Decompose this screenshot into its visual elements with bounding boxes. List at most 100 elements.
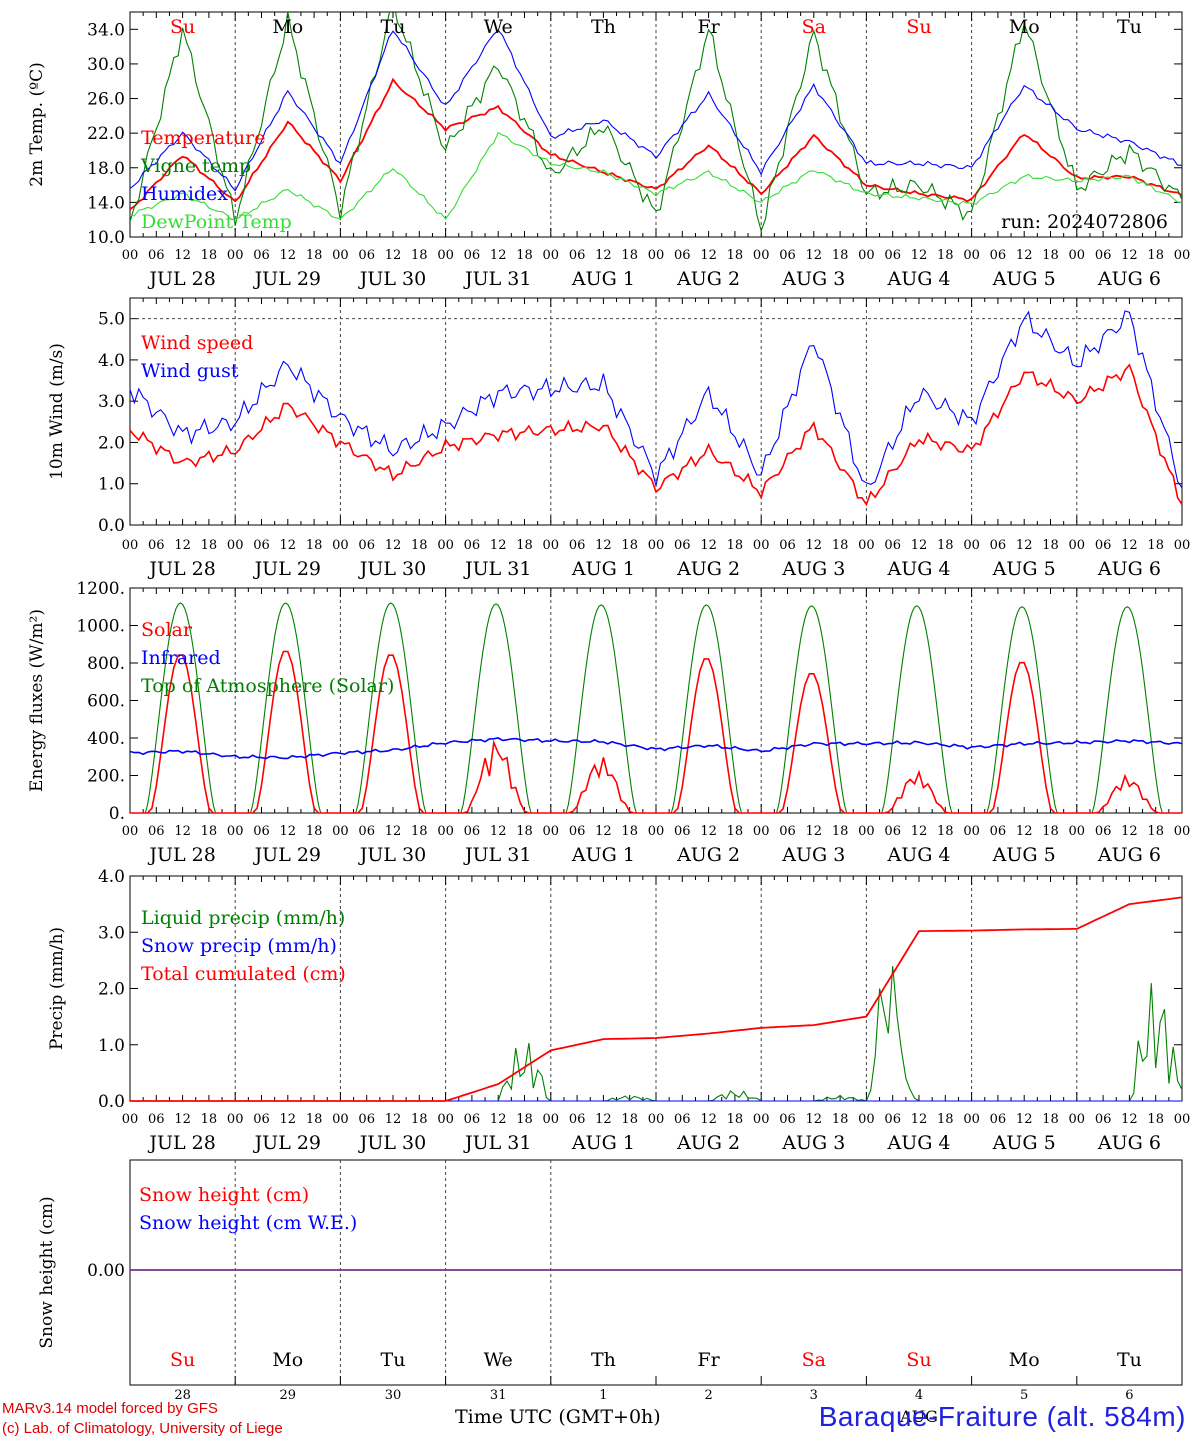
hour-tick-label: 12 xyxy=(700,1112,717,1127)
hour-tick-label: 12 xyxy=(595,248,612,263)
date-label: JUL 31 xyxy=(463,558,531,580)
date-label: AUG 5 xyxy=(992,844,1056,866)
legend-entry: Vigne temp xyxy=(140,155,251,177)
y-tick-label: 0.00 xyxy=(87,1261,125,1281)
hour-tick-label: 12 xyxy=(806,824,823,839)
hour-tick-label: 18 xyxy=(1147,1112,1164,1127)
hour-tick-label: 00 xyxy=(437,824,454,839)
date-label: AUG 1 xyxy=(571,1132,635,1154)
hour-tick-label: 00 xyxy=(963,824,980,839)
hour-tick-label: 00 xyxy=(332,824,349,839)
hour-tick-label: 00 xyxy=(753,824,770,839)
day-name: Th xyxy=(591,16,616,38)
y-tick-label: 3.0 xyxy=(98,923,125,943)
legend-entry: Snow height (cm) xyxy=(139,1184,309,1206)
hour-tick-label: 00 xyxy=(858,824,875,839)
hour-tick-label: 18 xyxy=(727,1112,744,1127)
hour-tick-label: 00 xyxy=(543,1112,560,1127)
date-label: JUL 31 xyxy=(463,1132,531,1154)
y-tick-label: 0.0 xyxy=(98,1092,125,1112)
day-name: Mo xyxy=(272,16,303,38)
date-label: AUG 6 xyxy=(1097,268,1161,290)
panel-frame xyxy=(129,11,1183,238)
hour-tick-label: 00 xyxy=(122,538,139,553)
hour-tick-label: 18 xyxy=(937,538,954,553)
y-axis-label: 10m Wind (m/s) xyxy=(47,343,67,480)
hour-tick-label: 06 xyxy=(990,538,1007,553)
day-name: Tu xyxy=(1117,16,1142,38)
date-label: JUL 29 xyxy=(253,1132,321,1154)
y-tick-label: 14.0 xyxy=(87,193,125,213)
y-tick-label: 0.0 xyxy=(98,516,125,536)
hour-tick-label: 18 xyxy=(832,1112,849,1127)
hour-tick-label: 12 xyxy=(1121,538,1138,553)
hour-tick-label: 06 xyxy=(779,1112,796,1127)
day-name: Mo xyxy=(1009,1349,1040,1371)
hour-tick-label: 00 xyxy=(543,538,560,553)
hour-tick-label: 00 xyxy=(858,1112,875,1127)
date-label: AUG 3 xyxy=(781,844,845,866)
date-label: AUG 4 xyxy=(886,268,950,290)
hour-tick-label: 06 xyxy=(148,1112,165,1127)
series-dewpoint-temp xyxy=(130,131,1182,221)
hour-tick-label: 18 xyxy=(832,824,849,839)
series-solar xyxy=(130,650,1182,814)
day-name: Th xyxy=(591,1349,616,1371)
hour-tick-label: 00 xyxy=(1174,538,1191,553)
hour-tick-label: 00 xyxy=(543,248,560,263)
hour-tick-label: 18 xyxy=(621,248,638,263)
hour-tick-label: 12 xyxy=(280,538,297,553)
hour-tick-label: 18 xyxy=(201,248,218,263)
hour-tick-label: 00 xyxy=(858,248,875,263)
date-label: AUG 3 xyxy=(781,268,845,290)
hour-tick-label: 00 xyxy=(227,824,244,839)
hour-tick-label: 18 xyxy=(411,248,428,263)
day-name: We xyxy=(484,16,513,38)
day-number: 31 xyxy=(490,1388,507,1403)
hour-tick-label: 00 xyxy=(753,248,770,263)
hour-tick-label: 06 xyxy=(148,538,165,553)
hour-tick-label: 00 xyxy=(648,824,665,839)
hour-tick-label: 06 xyxy=(990,824,1007,839)
hour-tick-label: 12 xyxy=(490,538,507,553)
hour-tick-label: 12 xyxy=(700,538,717,553)
date-label: AUG 5 xyxy=(992,268,1056,290)
hour-tick-label: 06 xyxy=(464,248,481,263)
y-tick-label: 10.0 xyxy=(87,228,125,248)
panel-temperature: 10.0 14.0 18.0 22.0 26.0 30.0 34.0 2m Temp. (ºC… xyxy=(27,11,1190,290)
hour-tick-label: 12 xyxy=(1016,824,1033,839)
date-label: AUG 5 xyxy=(992,1132,1056,1154)
legend-entry: Snow precip (mm/h) xyxy=(141,935,337,957)
hour-tick-label: 12 xyxy=(174,538,191,553)
day-number: 28 xyxy=(174,1388,191,1403)
hour-tick-label: 00 xyxy=(1174,1112,1191,1127)
hour-tick-label: 18 xyxy=(621,538,638,553)
day-name: Fr xyxy=(697,1349,720,1371)
hour-tick-label: 18 xyxy=(727,248,744,263)
hour-tick-label: 00 xyxy=(227,538,244,553)
hour-tick-label: 12 xyxy=(385,538,402,553)
date-label: AUG 2 xyxy=(676,268,740,290)
y-tick-label: 600. xyxy=(87,692,125,712)
hour-tick-label: 18 xyxy=(1147,248,1164,263)
hour-tick-label: 00 xyxy=(332,248,349,263)
hour-tick-label: 00 xyxy=(122,1112,139,1127)
hour-tick-label: 12 xyxy=(280,1112,297,1127)
date-label: JUL 29 xyxy=(253,844,321,866)
hour-tick-label: 12 xyxy=(595,538,612,553)
hour-tick-label: 06 xyxy=(884,824,901,839)
date-label: AUG 4 xyxy=(886,558,950,580)
hour-tick-label: 00 xyxy=(437,538,454,553)
y-tick-label: 200. xyxy=(87,767,125,787)
panel-frame xyxy=(129,587,1183,814)
day-number: 6 xyxy=(1125,1388,1133,1403)
day-name: Tu xyxy=(381,1349,406,1371)
series-temperature xyxy=(130,77,1182,210)
hour-tick-label: 18 xyxy=(1147,824,1164,839)
hour-tick-label: 06 xyxy=(148,248,165,263)
hour-tick-label: 18 xyxy=(832,538,849,553)
hour-tick-label: 06 xyxy=(569,824,586,839)
hour-tick-label: 06 xyxy=(1095,248,1112,263)
series-infrared xyxy=(129,737,1183,760)
date-label: AUG 6 xyxy=(1097,844,1161,866)
